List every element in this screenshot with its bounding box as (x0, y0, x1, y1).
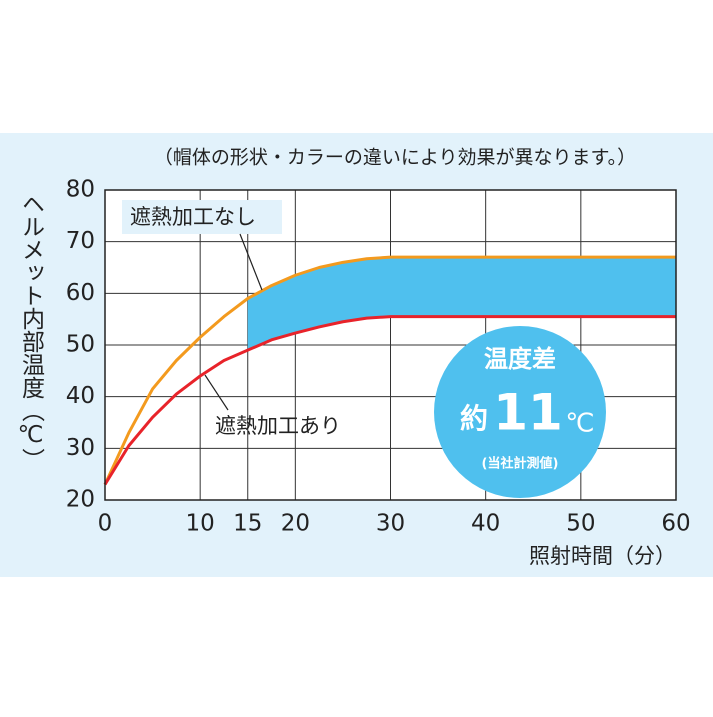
plot-frame (104, 189, 677, 501)
leader-line (239, 233, 263, 291)
y-axis-label: ヘルメット内部温度（℃） (18, 192, 46, 471)
badge (434, 326, 606, 498)
badge-prefix: 約 (460, 402, 488, 435)
badge-value: 11 (493, 384, 563, 442)
difference-band (247, 257, 676, 351)
series-label: 遮熱加工あり (215, 414, 341, 438)
y-tick-label: 50 (66, 332, 95, 358)
x-tick-label: 50 (566, 511, 595, 537)
leader-line (204, 374, 229, 411)
series-line (103, 255, 676, 486)
x-tick-label: 20 (281, 511, 310, 537)
x-tick-label: 60 (661, 511, 690, 537)
x-tick-label: 40 (471, 511, 500, 537)
series-label: 遮熱加工なし (130, 205, 256, 229)
y-tick-label: 80 (66, 177, 95, 203)
y-tick-label: 20 (66, 487, 95, 513)
badge-footnote: (当社計測値) (482, 456, 559, 472)
y-tick-label: 60 (66, 280, 95, 306)
y-tick-label: 40 (66, 383, 95, 409)
x-tick-label: 10 (186, 511, 215, 537)
badge-unit: ℃ (565, 409, 594, 439)
y-tick-label: 70 (66, 228, 95, 254)
y-tick-label: 30 (66, 435, 95, 461)
label-bg (122, 200, 282, 234)
x-axis-label: 照射時間（分） (529, 544, 676, 568)
badge-title: 温度差 (484, 345, 556, 373)
note: （帽体の形状・カラーの違いにより効果が異なります。） (154, 147, 636, 169)
series-line (103, 315, 676, 486)
x-tick-label: 30 (376, 511, 405, 537)
x-tick-label: 0 (98, 511, 113, 537)
x-tick-label: 15 (233, 511, 262, 537)
